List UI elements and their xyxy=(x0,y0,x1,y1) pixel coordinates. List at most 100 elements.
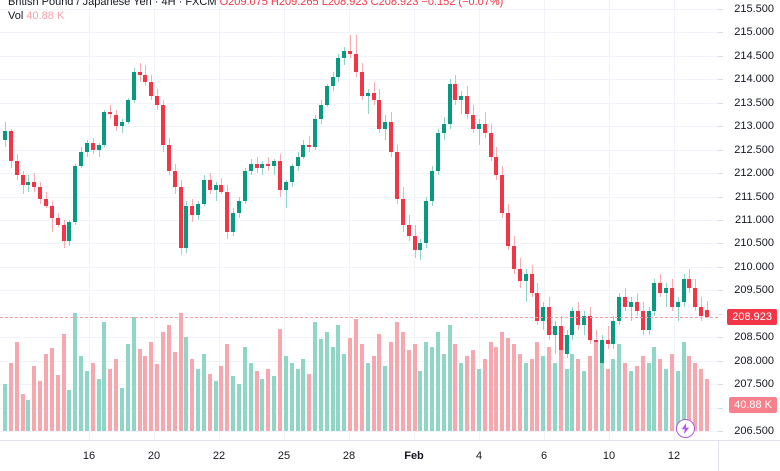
price-axis[interactable]: 215.500 215.000 214.500 214.000 213.500 213.0… xyxy=(718,0,780,440)
candle[interactable] xyxy=(670,0,674,440)
candle[interactable] xyxy=(284,0,288,440)
candle[interactable] xyxy=(102,0,106,440)
candle[interactable] xyxy=(155,0,159,440)
candle[interactable] xyxy=(418,0,422,440)
candle[interactable] xyxy=(465,0,469,440)
candle[interactable] xyxy=(442,0,446,440)
candle[interactable] xyxy=(9,0,13,440)
candle[interactable] xyxy=(705,0,709,440)
candle[interactable] xyxy=(50,0,54,440)
candle[interactable] xyxy=(535,0,539,440)
candle[interactable] xyxy=(32,0,36,440)
candle[interactable] xyxy=(699,0,703,440)
candle[interactable] xyxy=(576,0,580,440)
candle[interactable] xyxy=(97,0,101,440)
candle[interactable] xyxy=(331,0,335,440)
candle[interactable] xyxy=(15,0,19,440)
candle[interactable] xyxy=(430,0,434,440)
candle[interactable] xyxy=(494,0,498,440)
candle[interactable] xyxy=(44,0,48,440)
candle[interactable] xyxy=(62,0,66,440)
candle[interactable] xyxy=(477,0,481,440)
candle[interactable] xyxy=(3,0,7,440)
candle[interactable] xyxy=(126,0,130,440)
candle[interactable] xyxy=(179,0,183,440)
candle[interactable] xyxy=(682,0,686,440)
candle[interactable] xyxy=(582,0,586,440)
candle[interactable] xyxy=(243,0,247,440)
candle[interactable] xyxy=(483,0,487,440)
candle[interactable] xyxy=(21,0,25,440)
candle[interactable] xyxy=(85,0,89,440)
candle[interactable] xyxy=(652,0,656,440)
candle[interactable] xyxy=(570,0,574,440)
candle[interactable] xyxy=(249,0,253,440)
candle[interactable] xyxy=(676,0,680,440)
candle[interactable] xyxy=(606,0,610,440)
candle[interactable] xyxy=(301,0,305,440)
candle[interactable] xyxy=(453,0,457,440)
candle[interactable] xyxy=(588,0,592,440)
candle[interactable] xyxy=(413,0,417,440)
candle[interactable] xyxy=(120,0,124,440)
candle[interactable] xyxy=(623,0,627,440)
candle[interactable] xyxy=(506,0,510,440)
candle[interactable] xyxy=(401,0,405,440)
candle[interactable] xyxy=(114,0,118,440)
candle[interactable] xyxy=(541,0,545,440)
candle[interactable] xyxy=(266,0,270,440)
candle[interactable] xyxy=(530,0,534,440)
flash-icon[interactable] xyxy=(676,419,695,438)
candle[interactable] xyxy=(647,0,651,440)
candle[interactable] xyxy=(26,0,30,440)
candle[interactable] xyxy=(500,0,504,440)
chart-plot-area[interactable] xyxy=(0,0,718,440)
candle[interactable] xyxy=(260,0,264,440)
candle[interactable] xyxy=(641,0,645,440)
candle[interactable] xyxy=(360,0,364,440)
candle[interactable] xyxy=(38,0,42,440)
candle[interactable] xyxy=(313,0,317,440)
candle[interactable] xyxy=(184,0,188,440)
candle[interactable] xyxy=(366,0,370,440)
candle[interactable] xyxy=(202,0,206,440)
candle[interactable] xyxy=(664,0,668,440)
candle[interactable] xyxy=(237,0,241,440)
volume-value-badge[interactable]: 40.88 K xyxy=(729,397,777,413)
candle[interactable] xyxy=(56,0,60,440)
candle[interactable] xyxy=(255,0,259,440)
candle[interactable] xyxy=(67,0,71,440)
candle[interactable] xyxy=(149,0,153,440)
candle[interactable] xyxy=(208,0,212,440)
candle[interactable] xyxy=(395,0,399,440)
candle[interactable] xyxy=(132,0,136,440)
candle[interactable] xyxy=(407,0,411,440)
candle[interactable] xyxy=(296,0,300,440)
candle[interactable] xyxy=(307,0,311,440)
candle[interactable] xyxy=(383,0,387,440)
candle[interactable] xyxy=(290,0,294,440)
candle[interactable] xyxy=(278,0,282,440)
candle[interactable] xyxy=(424,0,428,440)
candle[interactable] xyxy=(512,0,516,440)
candle[interactable] xyxy=(372,0,376,440)
candle[interactable] xyxy=(108,0,112,440)
candle[interactable] xyxy=(377,0,381,440)
candle[interactable] xyxy=(687,0,691,440)
candle[interactable] xyxy=(518,0,522,440)
candle[interactable] xyxy=(143,0,147,440)
candle[interactable] xyxy=(167,0,171,440)
current-price-badge[interactable]: 208.923 xyxy=(727,309,777,326)
candle[interactable] xyxy=(629,0,633,440)
candle[interactable] xyxy=(214,0,218,440)
candle[interactable] xyxy=(635,0,639,440)
candle[interactable] xyxy=(161,0,165,440)
candle[interactable] xyxy=(319,0,323,440)
candle[interactable] xyxy=(348,0,352,440)
candle[interactable] xyxy=(547,0,551,440)
candle[interactable] xyxy=(489,0,493,440)
candle[interactable] xyxy=(658,0,662,440)
candle[interactable] xyxy=(173,0,177,440)
candle[interactable] xyxy=(219,0,223,440)
